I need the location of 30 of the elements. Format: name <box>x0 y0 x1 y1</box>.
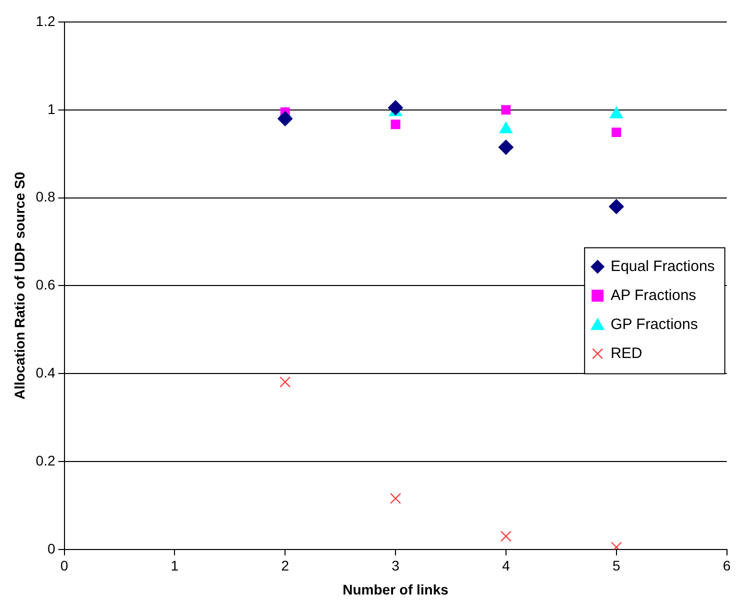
point <box>280 376 291 388</box>
legend-label: Equal Fractions <box>610 258 715 275</box>
x-tick-label: 6 <box>722 558 731 574</box>
y-tick-label: 1 <box>47 100 56 117</box>
x-axis-title: Number of links <box>342 581 449 598</box>
y-axis-title: Allocation Ratio of UDP source S0 <box>11 172 28 400</box>
point <box>390 492 402 504</box>
x-tick-label: 1 <box>170 558 179 574</box>
y-tick-label: 0.6 <box>36 276 56 293</box>
point <box>388 100 404 116</box>
y-tick-label: 0.4 <box>36 364 56 380</box>
x-tick-label: 0 <box>60 558 68 574</box>
point <box>608 199 624 214</box>
y-tick-label: 1.2 <box>36 12 56 29</box>
legend-label: AP Fractions <box>610 286 696 304</box>
y-tick-label: 0 <box>47 540 56 556</box>
x-tick-label: 4 <box>502 558 510 574</box>
y-tick-label: 0.8 <box>36 188 56 205</box>
point <box>612 128 622 138</box>
legend-label: GP Fractions <box>610 316 698 333</box>
x-tick-label: 3 <box>392 558 400 574</box>
point <box>501 105 511 115</box>
point <box>278 111 293 126</box>
x-tick-label: 2 <box>281 558 290 574</box>
x-tick-label: 5 <box>612 558 620 574</box>
legend-label: RED <box>610 344 642 362</box>
point <box>500 530 512 542</box>
point <box>498 140 514 155</box>
point <box>390 120 400 130</box>
y-tick-label: 0.2 <box>36 452 56 468</box>
